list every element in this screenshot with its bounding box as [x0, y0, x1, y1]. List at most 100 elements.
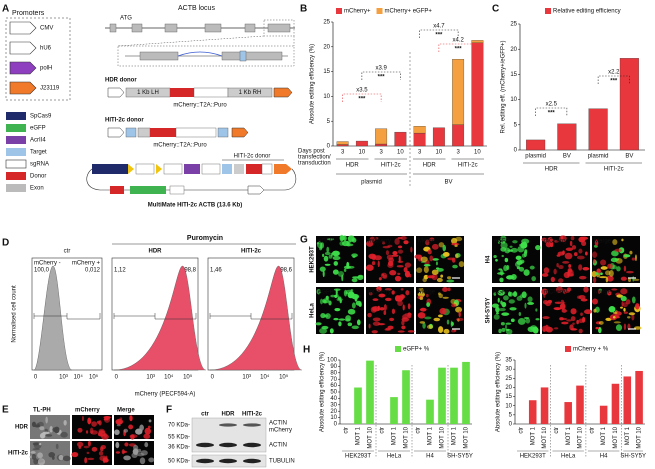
- y-tick-label: 5: [509, 412, 513, 418]
- cell: [37, 458, 46, 466]
- cell: [556, 254, 561, 257]
- exon: [131, 23, 143, 33]
- cell: [136, 452, 145, 457]
- cell: [576, 295, 582, 299]
- promoter-label: hU6: [40, 46, 52, 52]
- cell: [583, 309, 592, 315]
- cell: [455, 236, 463, 242]
- cell: [431, 243, 439, 250]
- cell: [391, 290, 395, 295]
- cell: [339, 299, 342, 304]
- cell: [527, 296, 533, 303]
- cell: [611, 288, 618, 291]
- group-label: HeLa: [387, 454, 402, 460]
- target: [239, 50, 247, 62]
- significance: ***: [548, 111, 556, 117]
- y-tick-label: 15: [510, 72, 517, 78]
- cell: [58, 454, 64, 461]
- cell: [324, 251, 331, 256]
- bar: [394, 131, 407, 147]
- cell: [63, 419, 67, 426]
- legend-label: eGFP: [30, 126, 46, 132]
- bar: [462, 361, 470, 424]
- cell: [384, 288, 393, 291]
- size-marker: 36 KDa-: [168, 445, 190, 451]
- cell: [595, 326, 599, 330]
- cell: [442, 287, 448, 293]
- cell: [410, 246, 413, 253]
- cell: [327, 237, 335, 241]
- cell: [375, 237, 379, 240]
- cell: [597, 289, 601, 294]
- gate-name: mCherry -: [34, 261, 61, 267]
- cell: [620, 288, 628, 295]
- legend-label: Target: [30, 150, 47, 156]
- cell: [379, 307, 385, 311]
- x-tick-label: 3: [418, 150, 422, 156]
- cell: [400, 236, 407, 241]
- group-label: HDR: [423, 163, 437, 169]
- cell: [497, 289, 505, 296]
- cell: [114, 429, 120, 436]
- cell: [336, 294, 339, 298]
- x-tick-label: MOT 10: [637, 426, 643, 448]
- cell: [582, 266, 590, 271]
- column-label: eGFP: [318, 239, 334, 245]
- cell: [333, 288, 341, 291]
- y-tick-label: 10: [505, 403, 512, 409]
- cell: [347, 265, 355, 269]
- significance-bracket: [342, 93, 382, 102]
- group-label: SH-SY5Y: [447, 454, 473, 460]
- y-tick-label: 25: [323, 20, 330, 26]
- cell: [573, 252, 578, 257]
- site: [156, 164, 162, 174]
- y-tick-label: 20: [510, 47, 517, 53]
- cell: [446, 276, 452, 280]
- x-tick-label: MOT 1: [625, 426, 631, 445]
- exon: [267, 23, 291, 33]
- cell: [501, 312, 510, 316]
- cell: [55, 443, 59, 450]
- cell: [514, 261, 521, 267]
- significance: ***: [435, 33, 443, 39]
- cell: [371, 330, 378, 334]
- band: [219, 458, 237, 464]
- cell: [500, 269, 504, 276]
- ori: [135, 163, 155, 175]
- cell: [615, 324, 623, 331]
- sgrna: [201, 163, 221, 175]
- cell: [558, 278, 564, 283]
- y-tick-label: 80: [330, 370, 337, 376]
- cell: [377, 260, 380, 268]
- bar: [540, 387, 549, 424]
- cell: [423, 274, 429, 280]
- egfp: [130, 186, 166, 194]
- column-label: TL-PH: [33, 408, 51, 414]
- cell: [623, 323, 627, 331]
- cell: [608, 269, 614, 277]
- cell: [31, 453, 37, 460]
- cell: [351, 278, 358, 283]
- cell: [510, 318, 515, 323]
- cell: [391, 308, 396, 315]
- cell: [403, 240, 409, 245]
- cell: [499, 277, 504, 283]
- x-tick-label: 3: [379, 150, 383, 156]
- cell: [580, 298, 588, 302]
- cell: [612, 239, 618, 245]
- exon: [244, 23, 256, 33]
- bar: [402, 370, 410, 424]
- insert: [175, 127, 217, 138]
- cell: [144, 427, 151, 435]
- column-label: Merge: [418, 290, 436, 296]
- band-label: ACTIN: [269, 421, 287, 427]
- cell: [385, 297, 392, 302]
- cell: [422, 322, 426, 329]
- legend-swatch: [545, 8, 551, 14]
- cell: [508, 299, 515, 304]
- cell: [316, 241, 322, 249]
- cell: [591, 270, 597, 278]
- cell: [426, 324, 434, 330]
- cell: [598, 326, 602, 334]
- cell: [316, 288, 321, 295]
